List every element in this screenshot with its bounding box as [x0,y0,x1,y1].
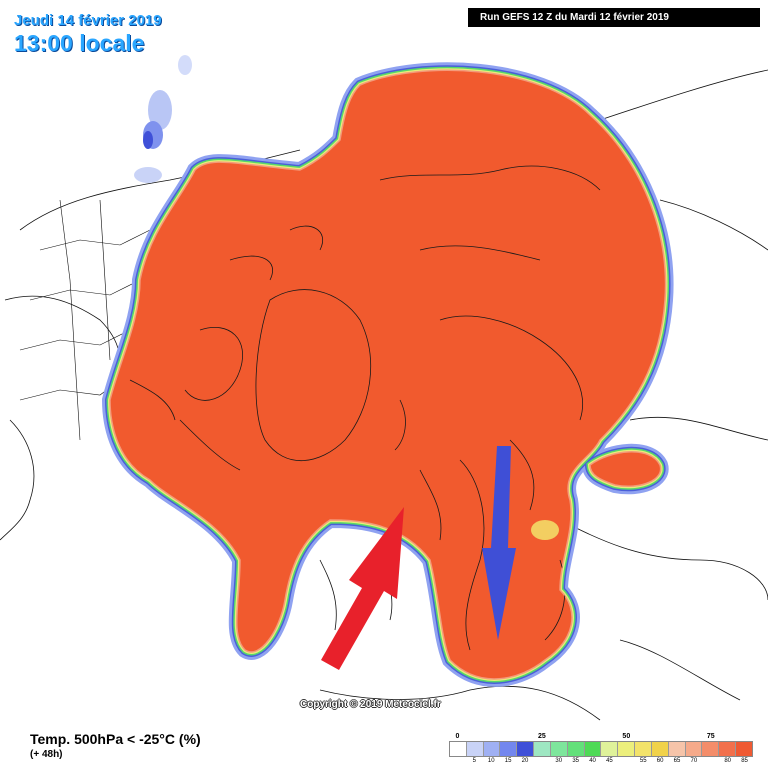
color-legend: 0 25 50 75 5 10 15 20 30 35 40 45 55 60 65 70 80 85 [449,733,753,768]
legend-minor-label: 40 [589,758,596,764]
legend-swatch [651,742,669,756]
legend-swatch [466,742,484,756]
legend-swatch [601,742,619,756]
legend-swatch [450,742,467,756]
legend-minor-label: 35 [572,758,579,764]
legend-swatch [483,742,501,756]
copyright-notice: Copyright © 2019 Meteociel.fr [300,699,441,710]
legend-minor-label: 55 [639,758,647,764]
interior-coastlines [129,165,601,651]
legend-swatch [550,742,568,756]
forecast-date: Jeudi 14 février 2019 [14,12,162,29]
probability-field [110,70,666,679]
legend-swatch [534,742,551,756]
model-run-label: Run GEFS 12 Z du Mardi 12 février 2019 [468,8,760,27]
parameter-label: Temp. 500hPa < -25°C (%) [30,731,201,747]
legend-swatch [702,742,720,756]
legend-swatch [517,742,535,756]
legend-minor-label: 70 [690,758,698,764]
legend-minor-label: 30 [555,758,563,764]
legend-major-label: 75 [706,733,715,740]
blue-cloud-patches [134,55,192,183]
legend-swatch [685,742,703,756]
legend-major-label: 25 [537,733,546,740]
blue-arrow [482,446,516,640]
legend-swatch [584,742,602,756]
legend-swatch [719,742,737,756]
legend-swatch [635,742,652,756]
legend-minor-label: 10 [487,758,495,764]
legend-minor-label: 80 [724,758,731,764]
legend-minor-label: 15 [504,758,512,764]
legend-swatch [736,742,752,756]
forecast-time: 13:00 locale [14,30,145,56]
legend-minor-label: 20 [521,758,529,764]
lead-time-label: (+ 48h) [30,749,63,760]
legend-swatch [668,742,686,756]
red-arrow [321,507,404,670]
legend-major-label: 0 [455,733,460,740]
legend-minor-label: 60 [656,758,664,764]
legend-swatch [618,742,636,756]
canada-provinces [19,199,151,441]
legend-major-label: 50 [622,733,631,740]
legend-color-bar [449,741,753,757]
legend-minor-label: 45 [606,758,613,764]
legend-swatch [567,742,585,756]
legend-minor-label: 5 [472,758,476,764]
legend-minor-label: 65 [673,758,681,764]
legend-minor-label: 85 [741,758,748,764]
legend-swatch [500,742,518,756]
